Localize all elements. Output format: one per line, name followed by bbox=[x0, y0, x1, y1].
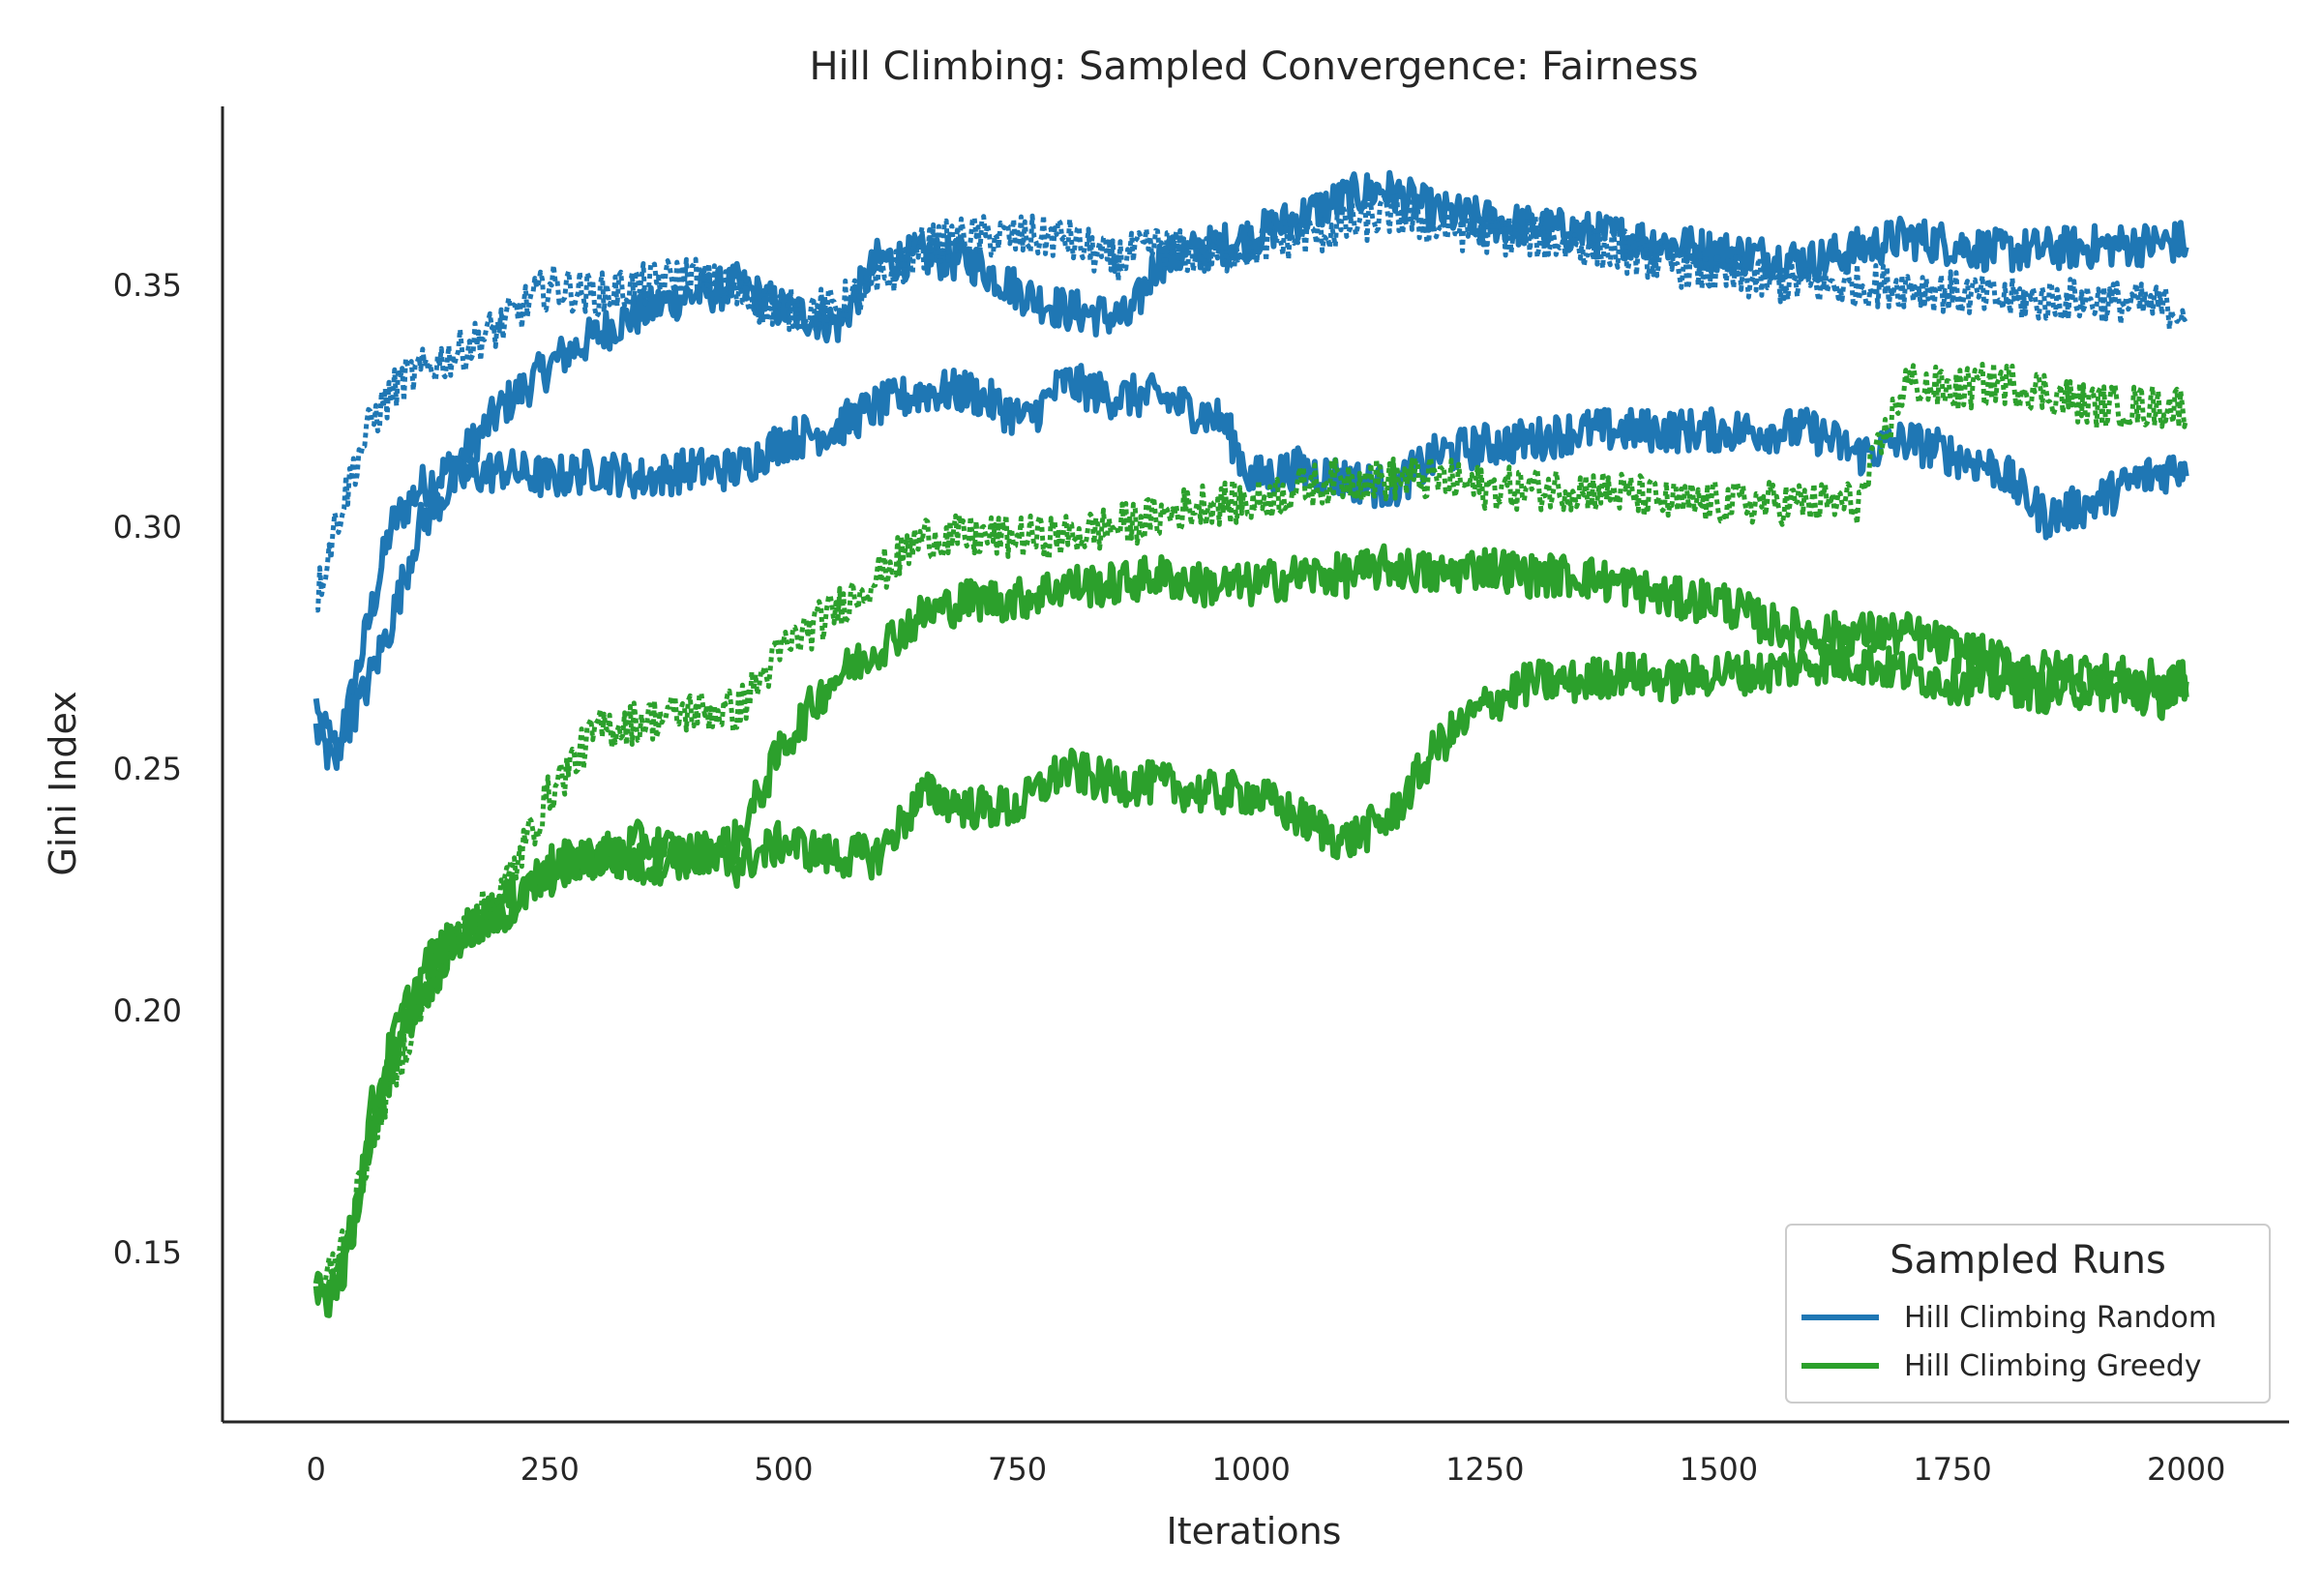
series-layer bbox=[313, 169, 2189, 1318]
y-tick-label: 0.25 bbox=[113, 751, 182, 787]
legend-frame bbox=[1785, 1224, 2271, 1404]
series-line-2 bbox=[315, 191, 2188, 613]
y-tick-label: 0.20 bbox=[113, 992, 182, 1029]
y-axis-title: Gini Index bbox=[42, 691, 84, 875]
y-tick-label: 0.35 bbox=[113, 267, 182, 304]
x-tick-label: 750 bbox=[988, 1451, 1047, 1488]
y-tick-label: 0.15 bbox=[113, 1234, 182, 1271]
chart-title: Hill Climbing: Sampled Convergence: Fair… bbox=[809, 44, 1698, 89]
x-tick-labels: 0 250 500 750 1000 1250 1500 1750 2000 bbox=[306, 1451, 2225, 1488]
legend-label-random: Hill Climbing Random bbox=[1904, 1301, 2217, 1335]
x-tick-label: 250 bbox=[521, 1451, 580, 1488]
legend-label-greedy: Hill Climbing Greedy bbox=[1904, 1349, 2202, 1383]
legend-title: Sampled Runs bbox=[1890, 1238, 2166, 1283]
legend: Sampled Runs Hill Climbing Random Hill C… bbox=[1785, 1224, 2271, 1404]
x-tick-label: 1750 bbox=[1913, 1451, 1991, 1488]
series-line-1 bbox=[313, 363, 2189, 755]
x-tick-label: 1500 bbox=[1680, 1451, 1758, 1488]
y-tick-labels: 0.15 0.20 0.25 0.30 0.35 bbox=[113, 267, 182, 1271]
x-tick-label: 1250 bbox=[1445, 1451, 1524, 1488]
x-tick-label: 2000 bbox=[2147, 1451, 2225, 1488]
x-axis-title: Iterations bbox=[1167, 1510, 1342, 1552]
x-tick-label: 500 bbox=[754, 1451, 813, 1488]
x-tick-label: 0 bbox=[306, 1451, 325, 1488]
series-line-4 bbox=[313, 543, 2189, 1312]
series-line-3 bbox=[313, 640, 2189, 1318]
series-line-5 bbox=[313, 361, 2189, 1306]
x-tick-label: 1000 bbox=[1211, 1451, 1290, 1488]
y-tick-label: 0.30 bbox=[113, 509, 182, 546]
